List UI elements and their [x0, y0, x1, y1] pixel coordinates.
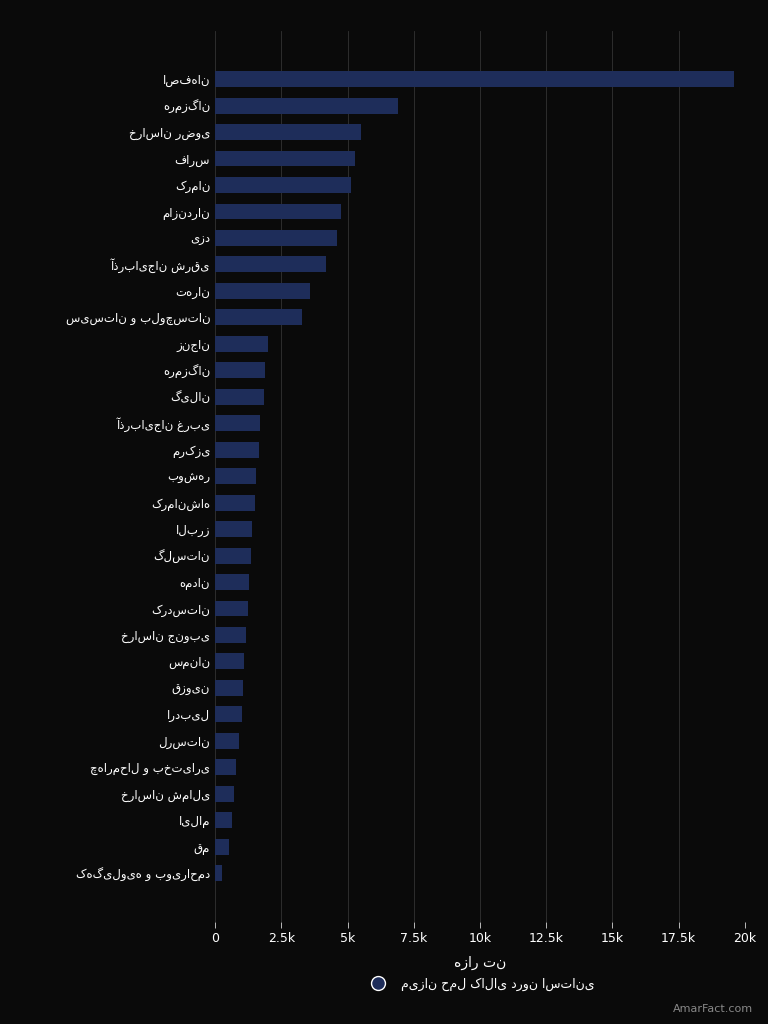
Bar [215, 627, 246, 643]
Bar [215, 389, 264, 404]
Bar [215, 812, 232, 828]
Bar [215, 416, 260, 431]
Bar [215, 785, 234, 802]
Bar [215, 839, 229, 855]
Bar [215, 204, 341, 219]
Bar [215, 521, 252, 537]
Bar [215, 865, 223, 881]
Bar [215, 336, 268, 352]
Bar [215, 468, 256, 484]
Bar [215, 733, 239, 749]
Bar [215, 680, 243, 696]
Bar [215, 760, 237, 775]
Bar [215, 151, 356, 167]
Bar [215, 574, 250, 590]
Bar [215, 548, 251, 563]
Bar [215, 309, 303, 326]
Text: AmarFact.com: AmarFact.com [673, 1004, 753, 1014]
Bar [215, 72, 734, 87]
Bar [215, 707, 241, 722]
Bar [215, 283, 310, 299]
Bar [215, 256, 326, 272]
Bar [215, 441, 259, 458]
Bar [215, 177, 352, 193]
Bar [215, 230, 337, 246]
Bar [215, 124, 361, 140]
Bar [215, 362, 266, 378]
X-axis label: هزار تن: هزار تن [454, 956, 506, 971]
Legend: میزان حمل کالای درون استانی: میزان حمل کالای درون استانی [361, 972, 599, 995]
Bar [215, 495, 255, 511]
Bar [215, 653, 244, 670]
Bar [215, 97, 398, 114]
Bar [215, 600, 248, 616]
